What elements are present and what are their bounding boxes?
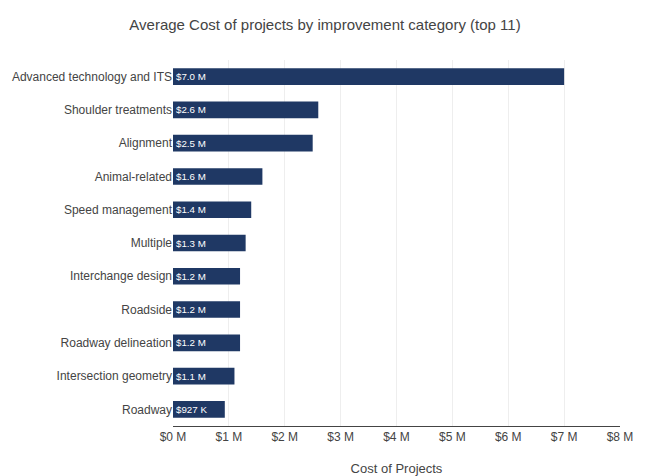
svg-text:$2.6 M: $2.6 M [176, 104, 206, 115]
svg-text:$1.3 M: $1.3 M [176, 238, 206, 249]
svg-text:Speed management: Speed management [64, 203, 173, 217]
svg-text:$0 M: $0 M [160, 430, 187, 444]
svg-text:Roadway: Roadway [122, 403, 172, 417]
svg-text:$7.0 M: $7.0 M [176, 71, 206, 82]
svg-text:$1.2 M: $1.2 M [176, 271, 206, 282]
svg-text:$8 M: $8 M [607, 430, 634, 444]
svg-text:$1.2 M: $1.2 M [176, 337, 206, 348]
svg-text:Intersection geometry: Intersection geometry [57, 369, 172, 383]
svg-text:Roadside: Roadside [121, 303, 172, 317]
svg-text:$1.6 M: $1.6 M [176, 171, 206, 182]
svg-text:$1.4 M: $1.4 M [176, 204, 206, 215]
svg-text:$4 M: $4 M [383, 430, 410, 444]
svg-text:Roadway delineation: Roadway delineation [61, 336, 172, 350]
svg-text:Cost of Projects: Cost of Projects [351, 461, 443, 476]
svg-text:$2.5 M: $2.5 M [176, 138, 206, 149]
svg-text:$6 M: $6 M [495, 430, 522, 444]
svg-text:$927 K: $927 K [176, 404, 207, 415]
svg-text:Interchange design: Interchange design [70, 269, 172, 283]
svg-text:Advanced technology and ITS: Advanced technology and ITS [12, 70, 172, 84]
svg-text:$1.1 M: $1.1 M [176, 371, 206, 382]
svg-text:$3 M: $3 M [327, 430, 354, 444]
svg-text:Multiple: Multiple [131, 236, 173, 250]
svg-text:$1 M: $1 M [216, 430, 243, 444]
svg-text:$5 M: $5 M [439, 430, 466, 444]
svg-text:$1.2 M: $1.2 M [176, 304, 206, 315]
svg-text:Average Cost of projects by im: Average Cost of projects by improvement … [129, 16, 520, 33]
svg-text:$2 M: $2 M [271, 430, 298, 444]
svg-text:Shoulder treatments: Shoulder treatments [64, 103, 172, 117]
svg-text:$7 M: $7 M [551, 430, 578, 444]
svg-text:Animal-related: Animal-related [95, 170, 172, 184]
svg-text:Alignment: Alignment [119, 136, 173, 150]
